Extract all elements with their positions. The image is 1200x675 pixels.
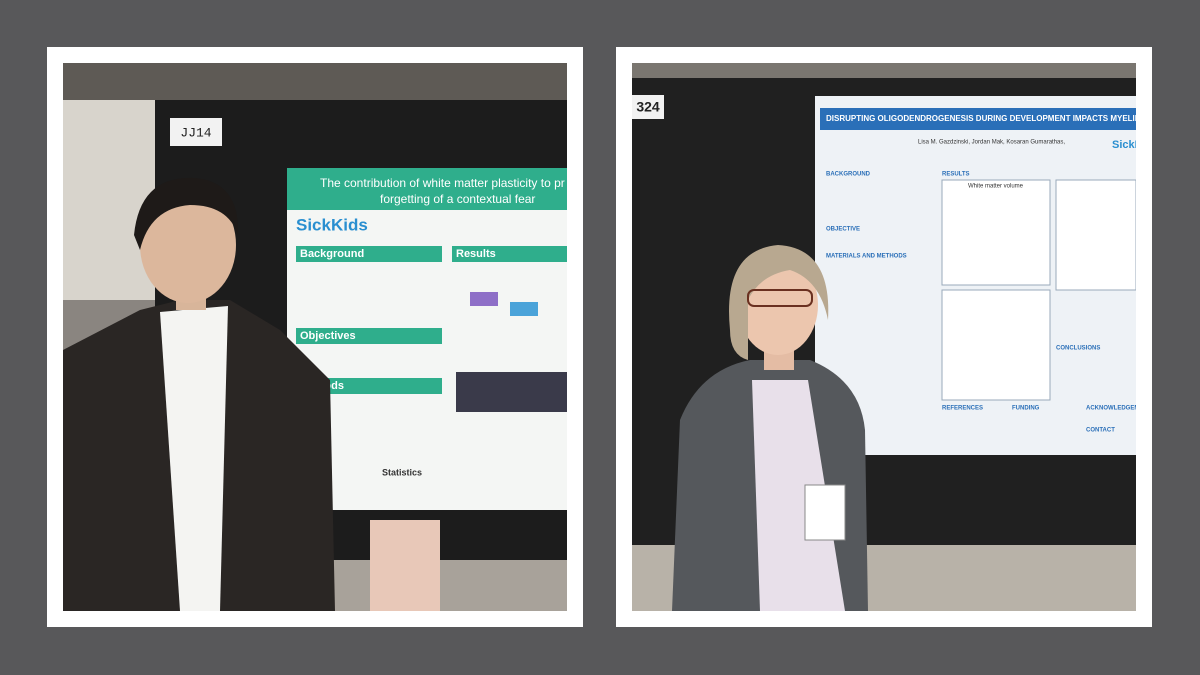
section-title: CONCLUSIONS [1056,346,1100,352]
poster-title-bar [287,168,567,210]
poster-authors: Lisa M. Gazdzinski, Jordan Mak, Kosaran … [918,140,1065,146]
person-legs [370,520,440,611]
left-photo: JJ14 The contribution of white matter pl… [63,63,567,611]
poster-plot [510,302,538,316]
wall-panel [63,100,155,300]
section-title: BACKGROUND [826,172,871,178]
section-bar [296,246,442,262]
section-title: Statistics [382,467,422,477]
section-title: Objectives [300,330,356,342]
section-title: FUNDING [1012,406,1040,412]
section-title: ACKNOWLEDGEMENT [1086,406,1152,412]
booth-label: 324 [636,99,660,115]
poster-title: DISRUPTING OLIGODENDROGENESIS DURING DEV… [826,114,1149,123]
shirt [160,306,228,611]
glasses [747,289,813,307]
hair [729,245,829,360]
ceiling [63,63,567,103]
panel-title: White matter volume [968,184,1024,190]
poster-title: forgetting of a contextual fear [380,192,535,206]
poster-images [456,372,567,412]
section-bar [296,378,442,394]
poster-plot [470,292,498,306]
poster-logo: SickK [1112,139,1143,151]
poster-title: The contribution of white matter plastic… [320,176,565,190]
blouse [752,380,845,611]
section-title: MATERIALS AND METHODS [826,254,907,260]
name-badge [804,484,846,541]
booth-sign [170,118,222,146]
poster-panel [941,289,1051,401]
right-photo: 324 DISRUPTING OLIGODENDROGENESIS DURING… [632,63,1152,611]
poster-panel [941,179,1051,286]
poster-panel [1055,179,1136,291]
poster-title-bar [820,108,1136,130]
section-title: CONTACT [1086,428,1115,434]
hair [134,177,239,250]
booth-label: JJ14 [180,125,211,140]
section-bar [296,328,442,344]
section-title: Background [300,248,364,260]
face [140,187,236,303]
poster-logo: SickKids [296,215,368,234]
section-bar [452,246,567,262]
booth-sign [632,95,664,119]
section-title: Results [456,248,496,260]
section-title: OBJECTIVE [826,227,860,233]
section-title: RESULTS [942,172,970,178]
section-title: REFERENCES [942,406,983,412]
